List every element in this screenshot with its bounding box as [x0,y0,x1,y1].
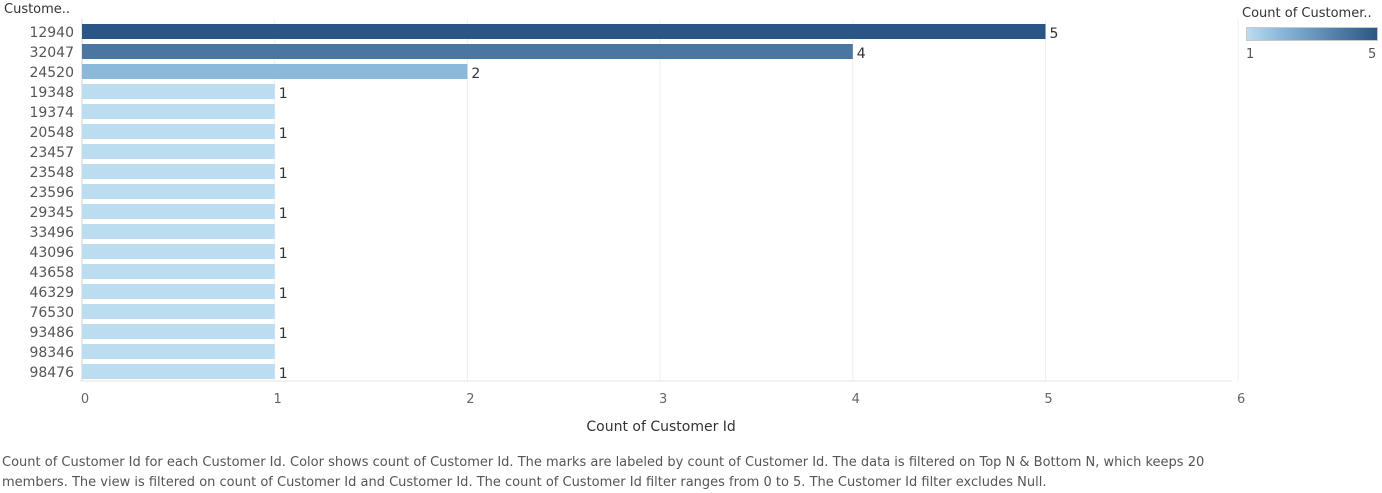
data-label: 4 [857,46,866,62]
data-label: 1 [279,126,288,142]
legend-color-ramp [1246,27,1378,41]
data-label: 2 [471,66,480,82]
y-tick-label: 20548 [29,125,74,141]
gridlines [80,19,1239,382]
bar[interactable] [82,124,275,139]
x-tick-label: 4 [852,392,860,407]
x-tick-label: 5 [1044,392,1052,407]
x-axis-ticks: 0 1 2 3 4 5 6 [81,392,1245,407]
y-tick-label: 32047 [29,45,74,61]
y-tick-label: 33496 [29,225,74,241]
bars: 5 4 2 1 1 1 1 1 1 1 1 [82,24,1058,382]
chart-caption: Count of Customer Id for each Customer I… [2,455,1205,490]
bar[interactable] [82,364,275,379]
y-tick-label: 43658 [29,265,74,281]
bar[interactable] [82,344,275,359]
data-label: 1 [279,366,288,382]
bar[interactable] [82,244,275,259]
data-label: 1 [279,246,288,262]
y-tick-label: 43096 [29,245,74,261]
bar[interactable] [82,164,275,179]
bar[interactable] [82,204,275,219]
y-tick-label: 29345 [29,205,74,221]
x-tick-label: 0 [81,392,89,407]
category-labels: 12940 32047 24520 19348 19374 20548 23457 23548… [29,25,74,381]
bar[interactable] [82,284,275,299]
legend-max-label: 5 [1368,47,1377,62]
y-tick-label: 23548 [29,165,74,181]
x-tick-label: 3 [659,392,667,407]
y-tick-label: 19374 [29,105,74,121]
bar[interactable] [82,224,275,239]
data-label: 1 [279,166,288,182]
bar[interactable] [82,324,275,339]
y-tick-label: 23596 [29,185,74,201]
x-axis-title: Count of Customer Id [586,419,735,435]
x-tick-label: 1 [274,392,282,407]
y-tick-label: 93486 [29,325,74,341]
y-tick-label: 19348 [29,85,74,101]
legend-title: Count of Customer.. [1242,6,1372,21]
bar[interactable] [82,144,275,159]
y-tick-label: 98346 [29,345,74,361]
y-tick-label: 24520 [29,65,74,81]
bar[interactable] [82,104,275,119]
data-label: 1 [279,286,288,302]
bar[interactable] [82,304,275,319]
x-tick-label: 6 [1237,392,1245,407]
row-header-label: Custome.. [4,2,71,17]
data-label: 1 [279,86,288,102]
data-label: 1 [279,326,288,342]
bar[interactable] [82,24,1046,39]
x-tick-label: 2 [466,392,474,407]
bar[interactable] [82,184,275,199]
legend-min-label: 1 [1246,47,1255,62]
y-tick-label: 76530 [29,305,74,321]
y-tick-label: 23457 [29,145,74,161]
y-tick-label: 12940 [29,25,74,41]
y-tick-label: 46329 [29,285,74,301]
data-label: 1 [279,206,288,222]
bar[interactable] [82,64,468,79]
y-tick-label: 98476 [29,365,74,381]
data-label: 5 [1050,26,1059,42]
bar[interactable] [82,264,275,279]
bar[interactable] [82,84,275,99]
bar[interactable] [82,44,853,59]
